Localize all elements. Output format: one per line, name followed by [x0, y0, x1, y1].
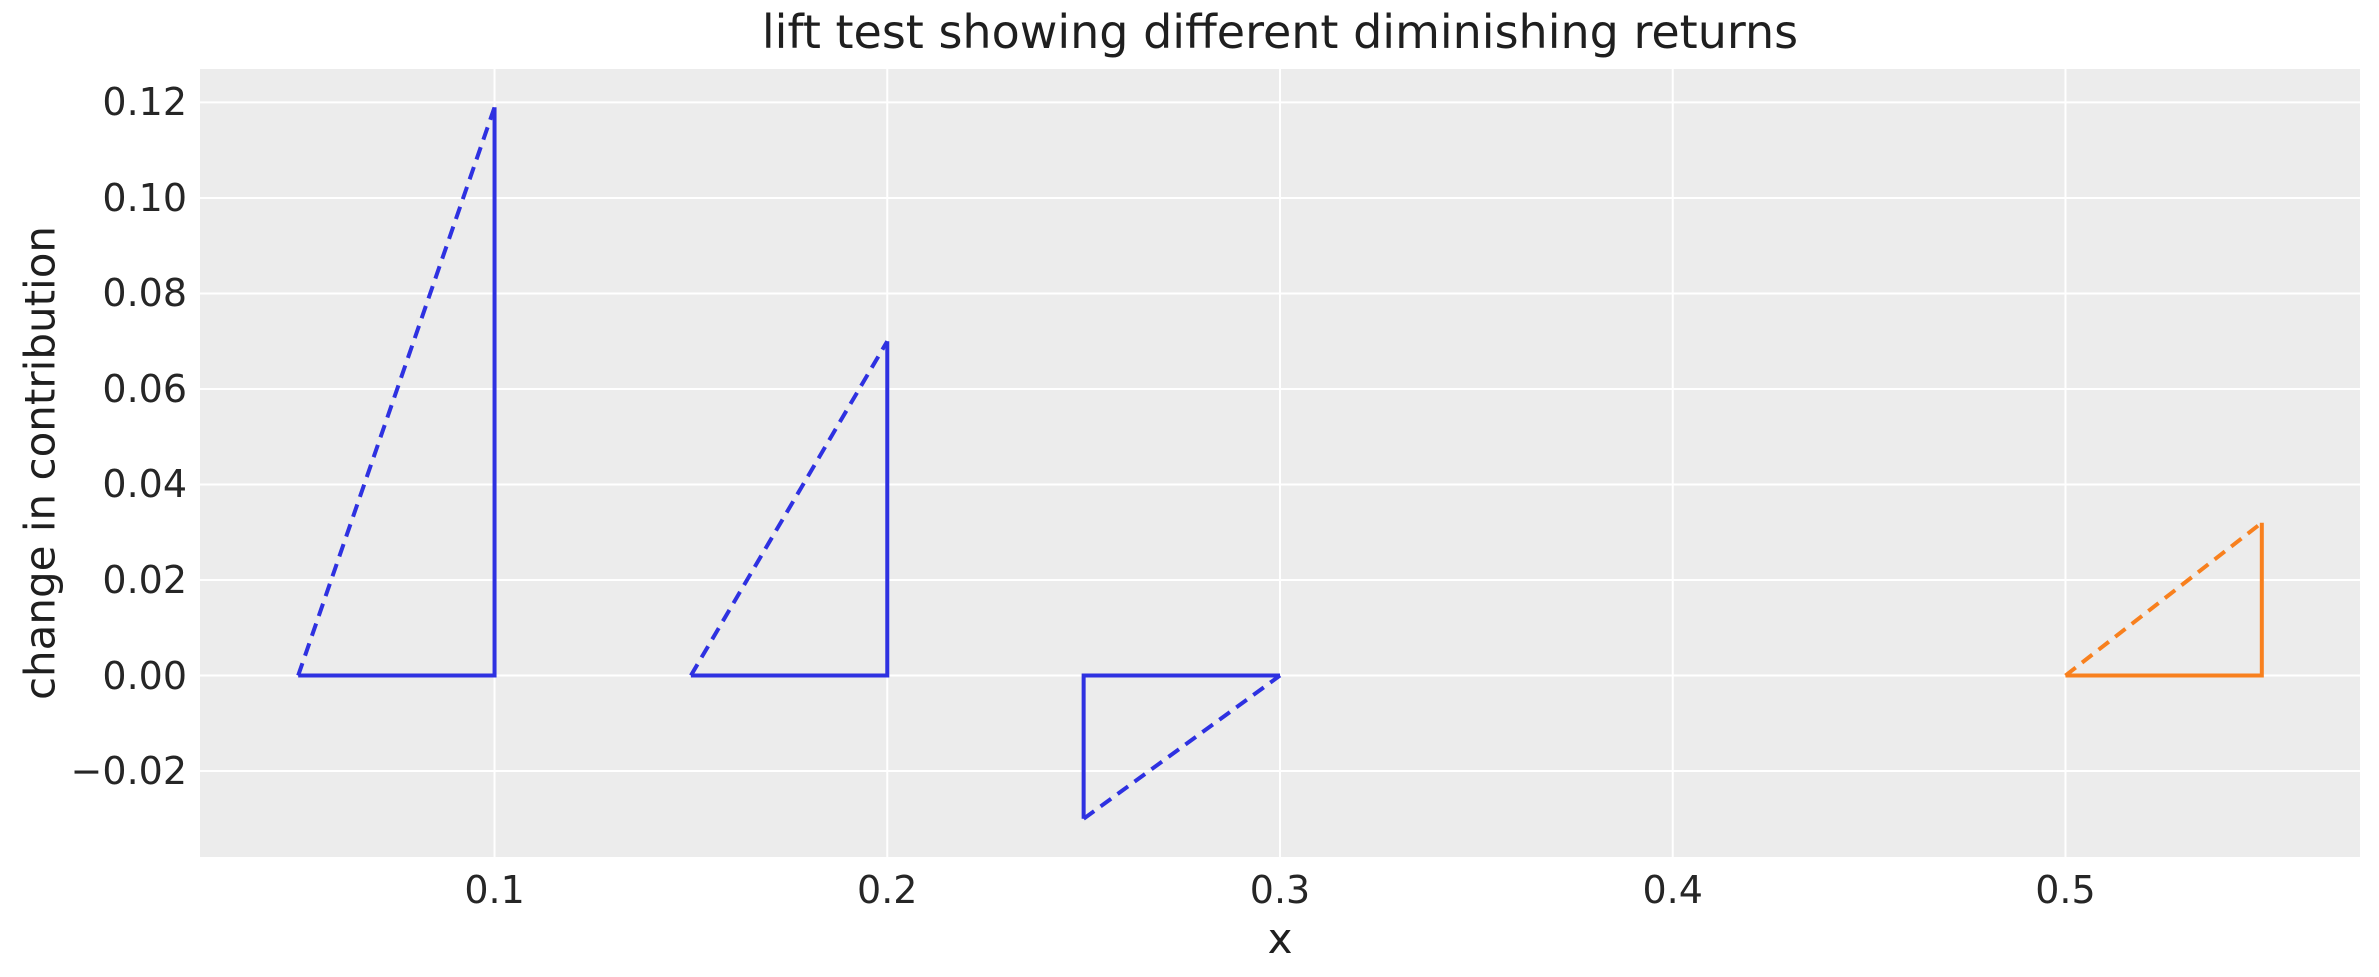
y-tick-label-0.00: 0.00: [102, 653, 187, 698]
y-tick-label-0.04: 0.04: [102, 462, 187, 507]
x-tick-label-0.4: 0.4: [1642, 868, 1703, 912]
y-tick-label-0.12: 0.12: [102, 80, 187, 125]
lift-triangle-1-solid-legs: [298, 107, 497, 678]
y-tick-label-0.06: 0.06: [102, 366, 187, 411]
y-tick-label-−0.02: −0.02: [70, 749, 187, 794]
y-tick-label-0.08: 0.08: [102, 271, 187, 316]
lift-triangle-3-solid-legs: [1081, 673, 1280, 819]
x-axis-label: x: [1267, 914, 1293, 963]
lift-triangle-1-dashed-hypotenuse: [296, 106, 497, 677]
y-tick-label-0.02: 0.02: [102, 558, 187, 602]
x-tick-label-0.3: 0.3: [1249, 868, 1311, 912]
lift-triangle-2-dashed-hypotenuse: [689, 340, 889, 677]
lift-triangle-2-solid-legs: [690, 341, 890, 678]
x-tick-label-0.1: 0.1: [464, 868, 525, 912]
x-tick-label-0.5: 0.5: [2035, 868, 2096, 912]
lift-triangle-4-solid-legs: [2065, 522, 2264, 678]
chart-title: lift test showing different diminishing …: [761, 5, 1799, 59]
x-tick-label-0.2: 0.2: [857, 868, 918, 912]
y-tick-label-0.10: 0.10: [102, 175, 187, 220]
